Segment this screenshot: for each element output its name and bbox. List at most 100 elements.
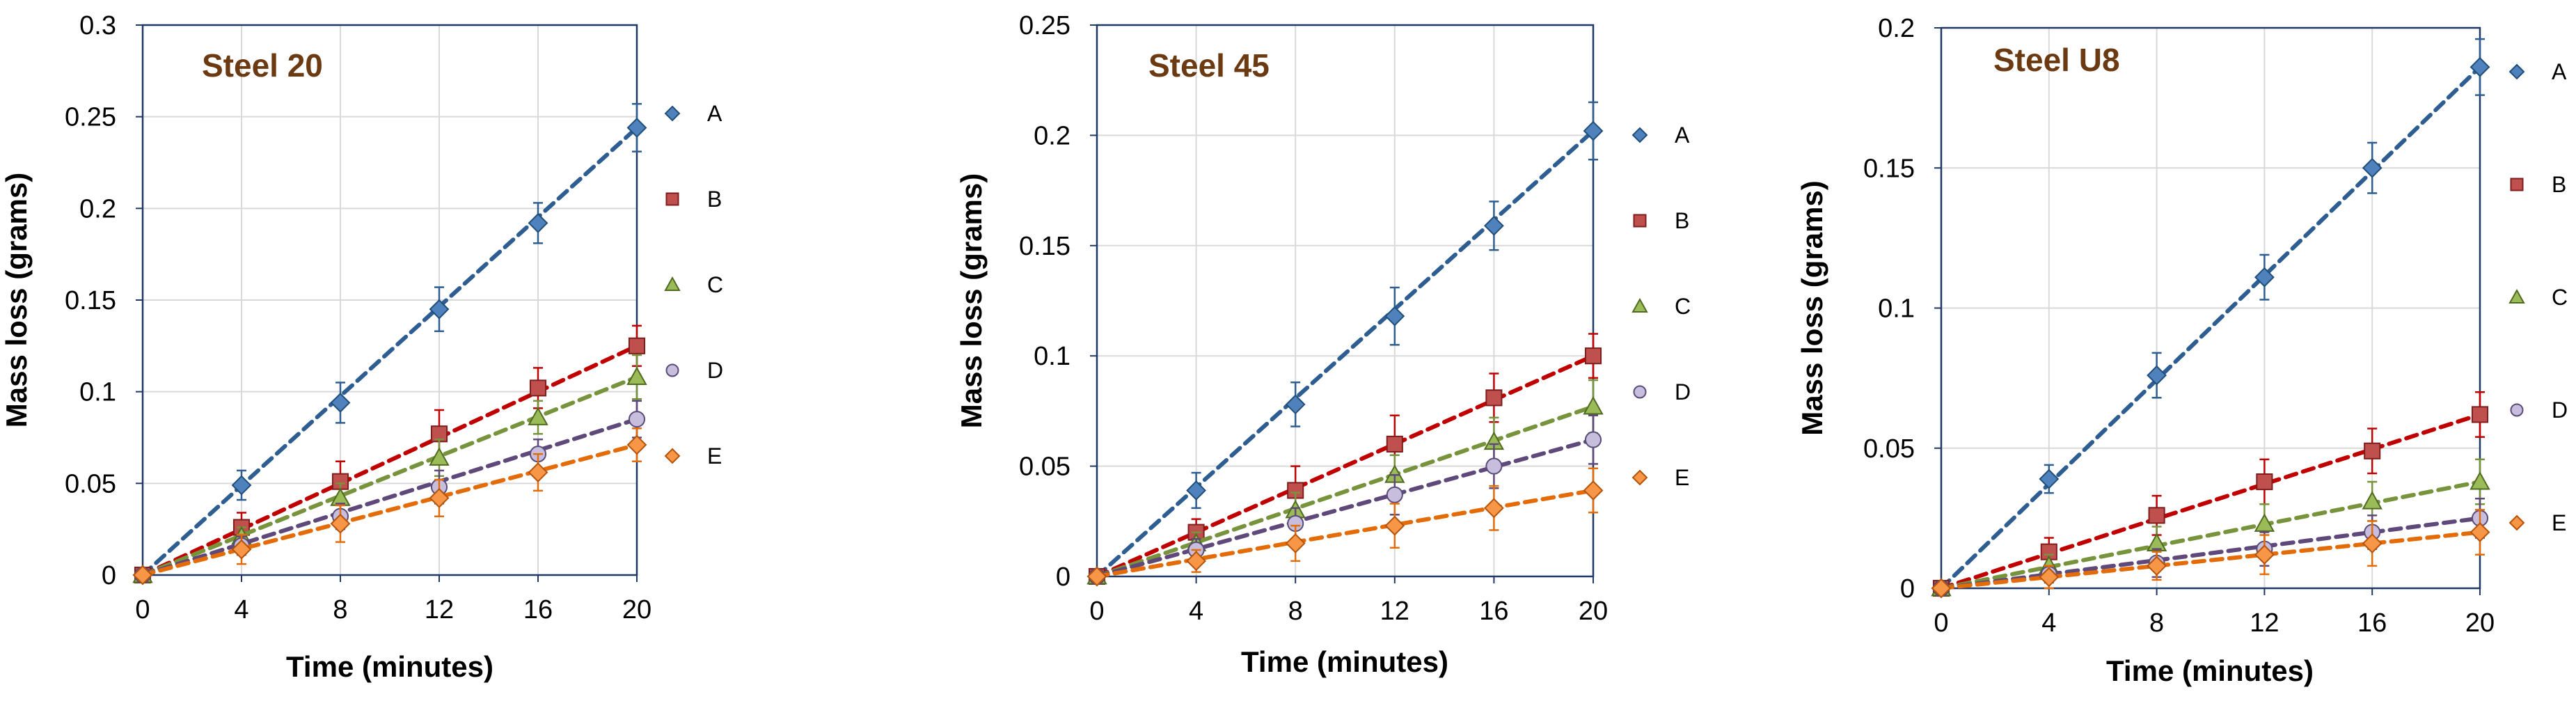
x-tick-label: 20 (622, 595, 651, 624)
data-point-b (2471, 406, 2489, 423)
data-point-a (2147, 365, 2167, 386)
legend-marker-c (664, 276, 681, 291)
data-point-e (1186, 551, 1207, 572)
y-axis-label: Mass loss (grams) (1796, 180, 1828, 435)
trend-line-b (1095, 354, 1595, 579)
legend-label-b: B (1675, 208, 1689, 233)
legend-marker-b (1633, 214, 1647, 228)
legend-marker-c (1631, 297, 1648, 313)
data-point-e (626, 434, 647, 455)
legend-label-a: A (707, 101, 722, 126)
x-tick-label: 16 (1479, 597, 1508, 626)
data-point-e (2362, 533, 2383, 554)
data-point-e (1583, 480, 1604, 501)
y-axis-label: Mass loss (grams) (955, 173, 988, 428)
x-axis-label: Time (minutes) (286, 650, 493, 683)
series-c (132, 354, 647, 583)
data-point-a (1384, 306, 1405, 327)
data-point-e (231, 539, 252, 560)
trend-line-e (1939, 530, 2482, 590)
data-point-e (1285, 533, 1306, 553)
data-point-b (1386, 435, 1403, 453)
y-tick-label: 0 (1056, 563, 1070, 592)
y-tick-label: 0.1 (1878, 294, 1915, 324)
legend-marker-a (664, 105, 681, 122)
legend-marker-a (2508, 63, 2525, 80)
data-point-d (1386, 486, 1403, 503)
x-tick-label: 0 (135, 595, 150, 624)
data-point-c (2254, 513, 2275, 532)
data-point-a (2470, 56, 2490, 77)
legend-label-b: B (2552, 172, 2566, 197)
y-tick-label: 0.15 (1019, 232, 1070, 261)
chart-panel-2: 0 4 8 12 16 20 0 0.05 0.1 0.15 0.2 0.25 Time (minute… (955, 11, 1691, 678)
chart-panel-1: 0 4 8 12 16 20 0 0.05 0.1 0.15 0.2 0.25 0.3 Time (min… (0, 11, 723, 683)
data-point-e (1086, 566, 1107, 587)
y-tick-label: 0.25 (1019, 11, 1070, 40)
legend-label-d: D (2552, 398, 2568, 423)
data-point-a (1285, 394, 1306, 415)
x-tick-label: 0 (1089, 597, 1104, 626)
data-point-a (429, 299, 450, 320)
y-tick-label: 0.1 (1034, 342, 1070, 371)
data-point-a (1583, 120, 1604, 141)
data-point-e (132, 565, 153, 585)
chart-title: Steel U8 (1993, 42, 2120, 78)
legend-marker-e (2508, 514, 2525, 531)
data-point-c (2362, 491, 2383, 510)
series-e (132, 427, 647, 585)
legend-marker-d (665, 363, 679, 377)
trend-line-d (1095, 437, 1595, 579)
legend-marker-c (2508, 288, 2525, 304)
series-d (1088, 414, 1602, 585)
x-tick-label: 4 (1189, 597, 1203, 626)
data-point-a (528, 212, 548, 233)
x-tick-label: 4 (2041, 608, 2056, 638)
data-point-e (429, 487, 450, 508)
y-tick-label: 0 (102, 561, 116, 590)
trend-line-e (141, 443, 639, 577)
legend-marker-b (665, 192, 679, 206)
series-e (1931, 509, 2490, 599)
data-point-d (1485, 457, 1503, 475)
y-tick-label: 0.3 (79, 11, 116, 40)
data-point-b (2364, 442, 2381, 459)
data-point-e (2470, 522, 2490, 542)
data-point-e (528, 462, 548, 482)
trend-line-b (141, 343, 639, 577)
data-point-c (626, 366, 647, 385)
data-point-b (1485, 389, 1503, 407)
series-a (1931, 38, 2490, 599)
data-point-b (628, 337, 646, 354)
chart-title: Steel 45 (1148, 47, 1270, 84)
legend-marker-b (2510, 178, 2524, 191)
x-tick-label: 12 (425, 595, 454, 624)
data-point-a (2254, 267, 2275, 288)
data-point-e (1384, 515, 1405, 536)
data-point-a (1186, 480, 1207, 501)
data-point-c (2470, 471, 2490, 490)
data-point-a (2362, 157, 2383, 178)
y-tick-label: 0 (1900, 574, 1915, 604)
x-tick-label: 8 (2149, 608, 2164, 638)
trend-line-a (1939, 65, 2482, 590)
trend-line-c (141, 375, 639, 577)
legend-marker-e (1631, 469, 1648, 486)
legend-label-b: B (707, 187, 722, 212)
data-point-a (1483, 215, 1504, 236)
legend-label-a: A (2552, 59, 2567, 84)
data-point-e (330, 513, 351, 534)
x-tick-label: 12 (2250, 608, 2279, 638)
data-point-a (330, 393, 351, 413)
legend-label-d: D (1675, 379, 1691, 404)
x-axis-label: Time (minutes) (2106, 654, 2314, 687)
chart-panel-3: 0 4 8 12 16 20 0 0.05 0.1 0.15 0.2 Time (minutes) Ma… (1796, 14, 2568, 687)
data-point-a (626, 118, 647, 138)
data-point-d (1584, 431, 1602, 448)
plot-frame (1096, 24, 1595, 578)
data-point-c (1583, 396, 1604, 415)
x-tick-label: 12 (1380, 597, 1409, 626)
trend-line-d (1939, 516, 2482, 590)
trend-line-b (1939, 412, 2482, 590)
